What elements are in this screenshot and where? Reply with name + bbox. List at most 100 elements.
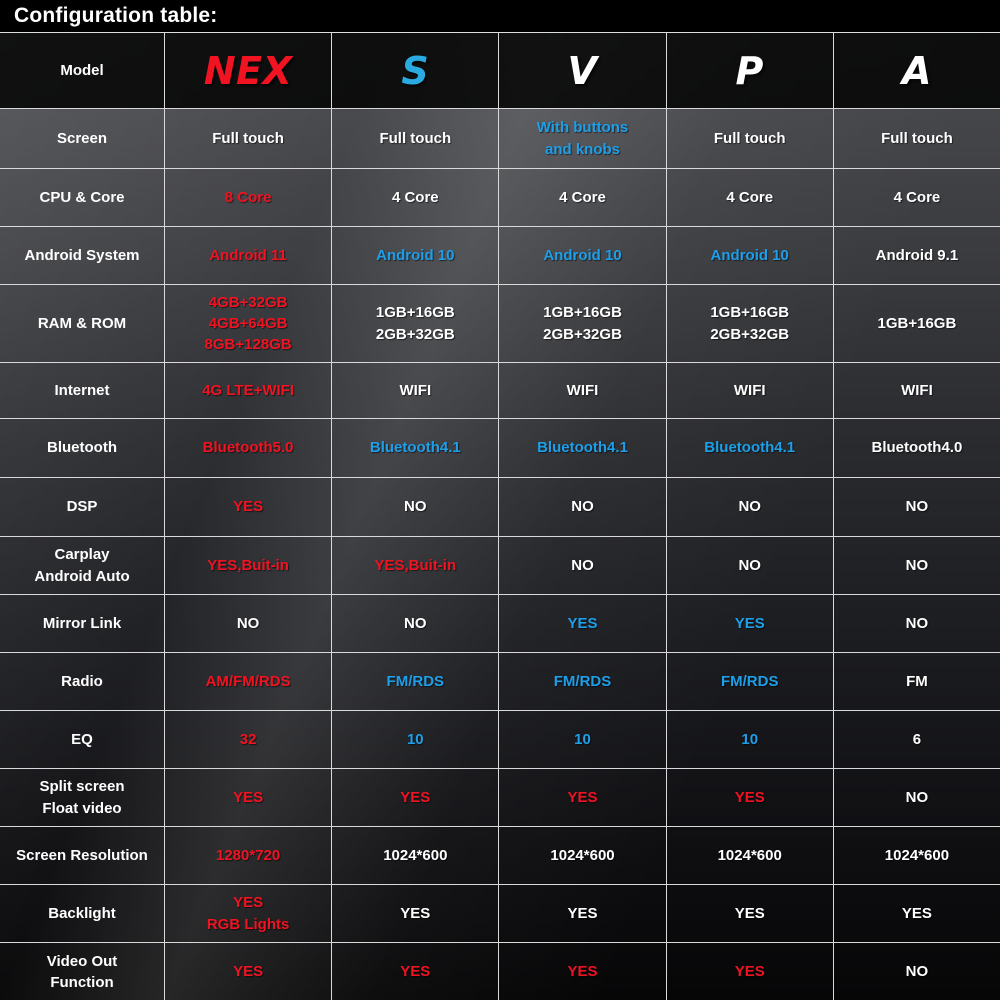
table-cell-line: NO [571,556,594,574]
table-cell: NO [332,478,500,536]
table-cell-line: 6 [912,730,922,748]
table-cell-line: WIFI [566,381,599,399]
row-label-line: Screen Resolution [16,846,148,864]
table-cell-line: AM/FM/RDS [205,672,291,690]
table-header-row: Model NEX S V P A [0,33,1000,109]
row-label-line: Screen [56,129,108,147]
table-cell: 10 [499,711,667,768]
model-name-p: P [667,33,834,108]
row-label-line: EQ [71,730,93,748]
table-row: RAM & ROM 4GB+32GB 4GB+64GB 8GB+128GB 1GB+16… [0,285,1000,363]
table-cell-line: Bluetooth4.1 [537,439,628,457]
table-cell: Android 9.1 [834,227,1000,284]
table-cell: 1024*600 [834,827,1000,884]
table-cell-line: 8GB+128GB [204,336,292,354]
table-cell-line: YES [400,963,431,981]
table-cell-line: Android 11 [209,246,287,264]
table-cell: NO [834,769,1000,826]
table-cell-line: YES [233,963,264,981]
table-cell: NO [667,478,834,536]
table-cell-line: YES [567,963,598,981]
row-label-line: DSP [66,498,98,516]
table-cell: 4G LTE+WIFI [165,363,333,418]
table-cell-line: NO [404,614,427,632]
table-cell-line: Bluetooth4.0 [871,439,963,457]
table-cell-line: YES [233,894,264,912]
table-row: Screen Full touch Full touch With buttons an… [0,109,1000,169]
table-cell-line: NO [236,614,260,632]
table-cell: Full touch [165,109,333,168]
row-label: Internet [0,363,165,418]
table-cell-line: YES [567,614,598,632]
table-row: EQ 32 10 10 10 6 [0,711,1000,769]
row-label: Screen Resolution [0,827,165,884]
row-label-line: Internet [54,381,110,399]
table-cell: WIFI [499,363,667,418]
table-cell-line: 4G LTE+WIFI [202,381,294,399]
row-label-line: Android System [24,246,140,264]
table-cell: Full touch [332,109,500,168]
table-cell-line: YES [734,963,765,981]
table-cell-line: YES,Buit-in [207,556,289,574]
table-cell-line: 10 [741,730,759,748]
table-cell: 4 Core [332,169,500,226]
row-label-line: Float video [42,799,122,817]
table-cell-line: Bluetooth4.1 [704,439,796,457]
table-cell-line: 2GB+32GB [710,325,790,343]
model-name-nex: NEX [165,33,333,108]
row-label-line: Bluetooth [47,439,117,457]
table-cell: 1GB+16GB 2GB+32GB [667,285,834,362]
table-cell-line: 1024*600 [717,846,782,864]
table-cell-line: 1024*600 [383,846,448,864]
table-cell-line: and knobs [545,140,621,158]
row-label: Radio [0,653,165,710]
header-model-label: Model [0,33,165,108]
row-label: Screen [0,109,165,168]
table-cell-line: Android 10 [543,246,622,264]
table-cell-line: NO [738,498,761,516]
table-cell: NO [165,595,333,652]
table-cell: NO [499,478,667,536]
table-cell: 1024*600 [332,827,500,884]
table-cell-line: YES,Buit-in [374,556,457,574]
table-cell-line: 4 Core [893,188,941,206]
table-cell-line: 4 Core [726,188,774,206]
row-label-line: Split screen [39,778,125,796]
table-cell-line: 10 [406,730,424,748]
table-cell-line: Full touch [379,129,452,147]
table-cell: YES [499,943,667,1000]
table-cell-line: YES [734,788,765,806]
table-cell: YES [499,885,667,942]
table-cell: Full touch [667,109,834,168]
row-label: Android System [0,227,165,284]
table-cell-line: YES [734,614,765,632]
table-row: Screen Resolution 1280*720 1024*600 1024*60… [0,827,1000,885]
table-cell: YES [834,885,1000,942]
table-cell: 6 [834,711,1000,768]
table-cell-line: YES [567,904,598,922]
table-cell-line: NO [905,963,929,981]
table-cell: YES,Buit-in [165,537,333,594]
table-cell: WIFI [332,363,500,418]
row-label: CPU & Core [0,169,165,226]
table-cell: YES,Buit-in [332,537,500,594]
table-cell: FM/RDS [667,653,834,710]
table-cell-line: YES [901,904,932,922]
table-cell: Android 10 [499,227,667,284]
table-cell-line: 1GB+16GB [877,314,957,332]
table-cell: Android 10 [332,227,500,284]
table-cell: 32 [165,711,333,768]
row-label: Backlight [0,885,165,942]
table-cell: NO [834,595,1000,652]
table-cell-line: With buttons [536,119,629,137]
table-cell: YES [667,595,834,652]
table-cell: 10 [667,711,834,768]
table-cell: YES [667,885,834,942]
table-cell-line: Android 10 [710,246,789,264]
table-row: Bluetooth Bluetooth5.0 Bluetooth4.1 Bluetoo… [0,419,1000,478]
table-cell: 10 [332,711,500,768]
table-cell-line: FM/RDS [386,672,445,690]
table-cell-line: 1024*600 [550,846,615,864]
table-cell-line: 4GB+32GB [208,293,288,311]
